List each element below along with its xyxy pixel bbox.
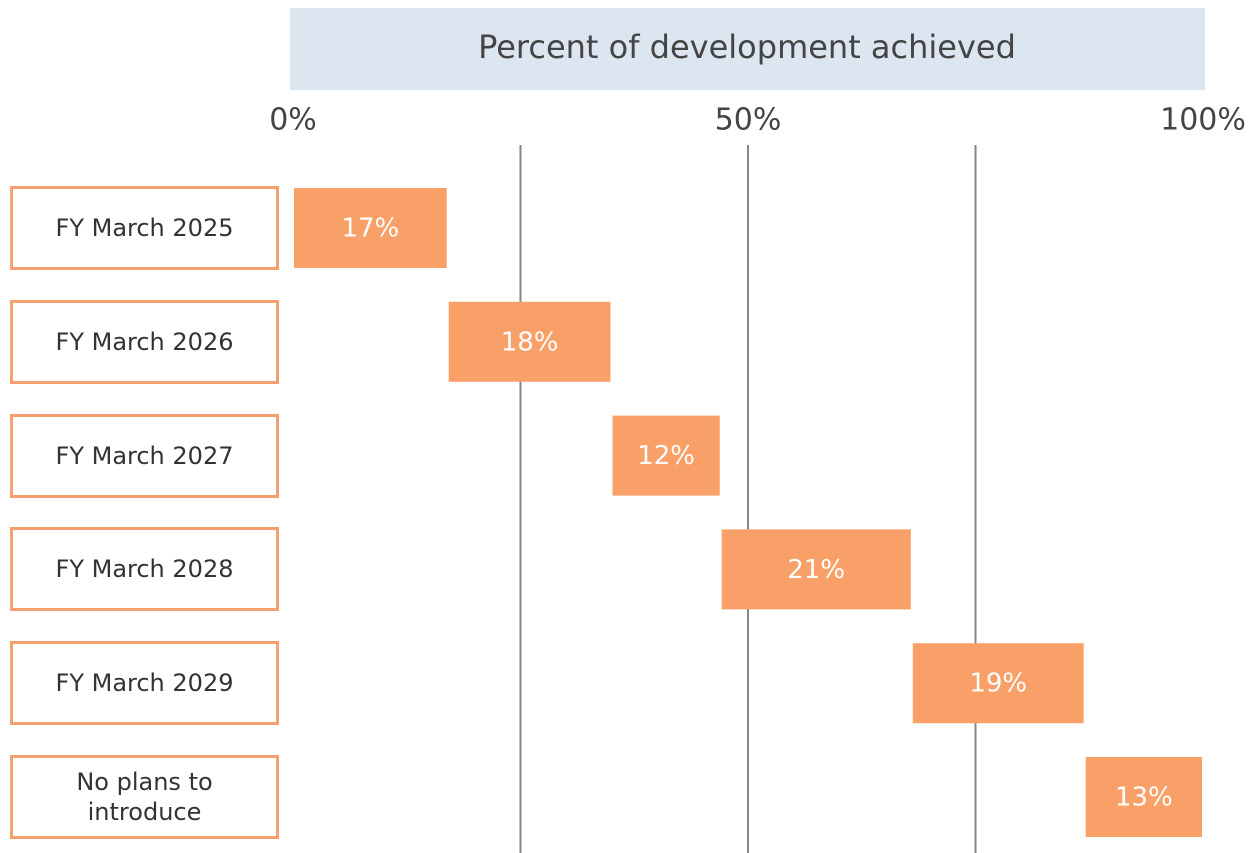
- category-label: FY March 2025: [10, 186, 279, 270]
- bar: [612, 415, 720, 496]
- category-label: No plans to introduce: [10, 755, 279, 839]
- bar: [1085, 757, 1202, 837]
- value-label: 13%: [1115, 783, 1173, 813]
- bar: [912, 643, 1084, 724]
- value-label: 21%: [787, 555, 845, 585]
- title-box: [290, 8, 1205, 90]
- value-label: 18%: [501, 327, 559, 357]
- category-label: FY March 2028: [10, 527, 279, 612]
- x-tick-label: 100%: [1160, 103, 1246, 138]
- value-label: 12%: [637, 441, 695, 471]
- x-tick-label: 50%: [715, 103, 782, 138]
- x-tick-label: 0%: [269, 103, 317, 138]
- category-label: FY March 2026: [10, 299, 279, 384]
- value-label: 19%: [969, 669, 1027, 699]
- chart-title: Percent of development achieved: [478, 28, 1016, 66]
- value-label: 17%: [341, 214, 399, 244]
- category-label: FY March 2027: [10, 413, 279, 498]
- bar: [294, 188, 447, 268]
- bar: [448, 301, 611, 382]
- bar: [721, 529, 911, 610]
- category-label: FY March 2029: [10, 641, 279, 726]
